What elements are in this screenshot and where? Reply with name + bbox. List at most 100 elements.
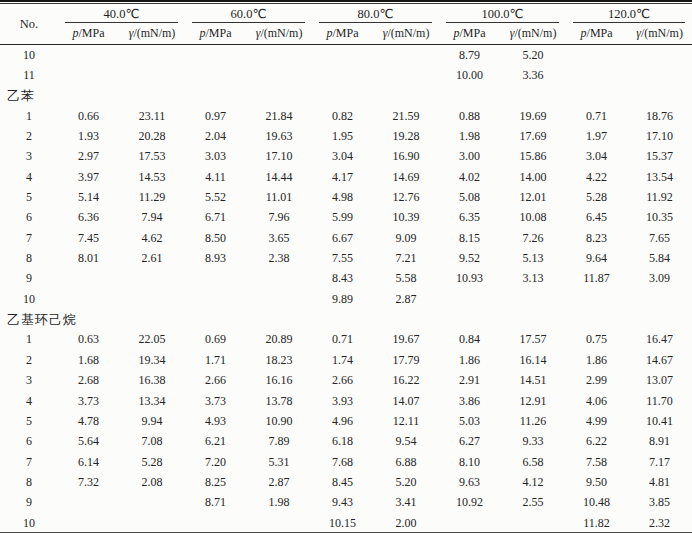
compound-section-label: 乙苯	[0, 86, 692, 106]
col-header-tension: γ/(mN/m)	[500, 23, 566, 45]
temp-header-80: 80.0℃	[312, 5, 439, 23]
pressure-cell: 6.21	[185, 432, 246, 452]
pressure-cell: 8.23	[566, 228, 627, 248]
tension-cell: 19.63	[246, 126, 312, 146]
tension-cell: 5.28	[119, 452, 185, 472]
table-row: 98.435.5810.933.1311.873.09	[0, 269, 692, 289]
pressure-cell: 6.14	[58, 452, 119, 472]
table-row: 66.367.946.717.965.9910.396.3510.086.451…	[0, 208, 692, 228]
table-row: 43.7313.343.7313.783.9314.073.8612.914.0…	[0, 391, 692, 411]
tension-cell: 10.90	[246, 411, 312, 431]
pressure-cell: 5.64	[58, 432, 119, 452]
tension-cell	[246, 289, 312, 309]
tension-cell: 13.34	[119, 391, 185, 411]
col-header-tension: γ/(mN/m)	[246, 23, 312, 45]
col-header-tension: γ/(mN/m)	[119, 23, 185, 45]
col-header-pressure: p/MPa	[312, 23, 373, 45]
tension-cell: 9.09	[373, 228, 439, 248]
tension-cell: 10.35	[627, 208, 692, 228]
pressure-cell	[312, 45, 373, 66]
tension-cell: 17.10	[627, 126, 692, 146]
pressure-cell: 6.18	[312, 432, 373, 452]
pressure-cell: 8.93	[185, 248, 246, 268]
tension-cell: 19.34	[119, 350, 185, 370]
col-header-pressure: p/MPa	[439, 23, 500, 45]
table-row: 76.145.287.205.317.686.888.106.587.587.1…	[0, 452, 692, 472]
pressure-cell	[58, 269, 119, 289]
tension-cell: 2.38	[246, 248, 312, 268]
pressure-cell	[439, 289, 500, 309]
tension-cell: 5.84	[627, 248, 692, 268]
pressure-cell	[566, 289, 627, 309]
tension-cell	[373, 65, 439, 85]
pressure-cell: 7.55	[312, 248, 373, 268]
tension-cell: 19.28	[373, 126, 439, 146]
pressure-cell: 7.58	[566, 452, 627, 472]
table-row: 54.789.944.9310.904.9612.115.0311.264.99…	[0, 411, 692, 431]
tension-cell: 3.85	[627, 493, 692, 513]
pressure-cell	[185, 289, 246, 309]
pressure-cell: 4.17	[312, 167, 373, 187]
pressure-cell: 6.27	[439, 432, 500, 452]
pressure-cell: 9.64	[566, 248, 627, 268]
tension-cell: 11.29	[119, 187, 185, 207]
pressure-cell: 11.82	[566, 513, 627, 533]
pressure-cell: 7.68	[312, 452, 373, 472]
table-body: 108.795.201110.003.36乙苯10.6623.110.9721.…	[0, 45, 692, 533]
pressure-cell: 1.74	[312, 350, 373, 370]
pressure-cell: 8.79	[439, 45, 500, 66]
row-number-cell: 3	[0, 371, 58, 391]
row-number-cell: 11	[0, 65, 58, 85]
pressure-cell: 6.71	[185, 208, 246, 228]
col-header-no: No.	[0, 5, 58, 45]
pressure-cell: 2.68	[58, 371, 119, 391]
tension-cell: 5.20	[500, 45, 566, 66]
tension-cell: 18.23	[246, 350, 312, 370]
tension-cell: 9.33	[500, 432, 566, 452]
pressure-cell: 4.22	[566, 167, 627, 187]
tension-cell	[119, 513, 185, 533]
pressure-cell: 3.73	[185, 391, 246, 411]
tension-cell: 5.20	[373, 472, 439, 492]
tension-cell: 20.89	[246, 330, 312, 350]
tension-cell	[627, 65, 692, 85]
pressure-cell	[58, 45, 119, 66]
tension-cell: 15.86	[500, 147, 566, 167]
tension-cell: 5.13	[500, 248, 566, 268]
pressure-cell: 0.69	[185, 330, 246, 350]
pressure-cell: 3.04	[566, 147, 627, 167]
pressure-cell: 1.97	[566, 126, 627, 146]
compound-section-row: 乙基环己烷	[0, 309, 692, 329]
tension-cell: 19.67	[373, 330, 439, 350]
tension-cell: 7.17	[627, 452, 692, 472]
pressure-cell: 4.98	[312, 187, 373, 207]
row-number-cell: 7	[0, 452, 58, 472]
tension-cell: 3.13	[500, 269, 566, 289]
row-number-cell: 9	[0, 269, 58, 289]
tension-cell	[627, 45, 692, 66]
pressure-cell: 8.15	[439, 228, 500, 248]
pressure-cell: 9.50	[566, 472, 627, 492]
pressure-cell: 0.71	[566, 106, 627, 126]
col-header-tension: γ/(mN/m)	[373, 23, 439, 45]
pressure-cell	[439, 513, 500, 533]
table-row: 88.012.618.932.387.557.219.525.139.645.8…	[0, 248, 692, 268]
pressure-cell: 1.71	[185, 350, 246, 370]
tension-cell: 16.14	[500, 350, 566, 370]
pressure-cell: 4.93	[185, 411, 246, 431]
pressure-cell: 3.73	[58, 391, 119, 411]
pressure-cell: 2.66	[185, 371, 246, 391]
pressure-cell: 4.02	[439, 167, 500, 187]
tension-cell: 7.08	[119, 432, 185, 452]
compound-section-row: 乙苯	[0, 86, 692, 106]
pressure-cell: 5.03	[439, 411, 500, 431]
tension-cell	[246, 513, 312, 533]
row-number-cell: 1	[0, 106, 58, 126]
tension-cell: 14.00	[500, 167, 566, 187]
pressure-cell: 2.97	[58, 147, 119, 167]
tension-cell: 13.78	[246, 391, 312, 411]
pressure-cell: 4.96	[312, 411, 373, 431]
row-number-cell: 6	[0, 208, 58, 228]
tension-cell	[119, 289, 185, 309]
table-row: 55.1411.295.5211.014.9812.765.0812.015.2…	[0, 187, 692, 207]
